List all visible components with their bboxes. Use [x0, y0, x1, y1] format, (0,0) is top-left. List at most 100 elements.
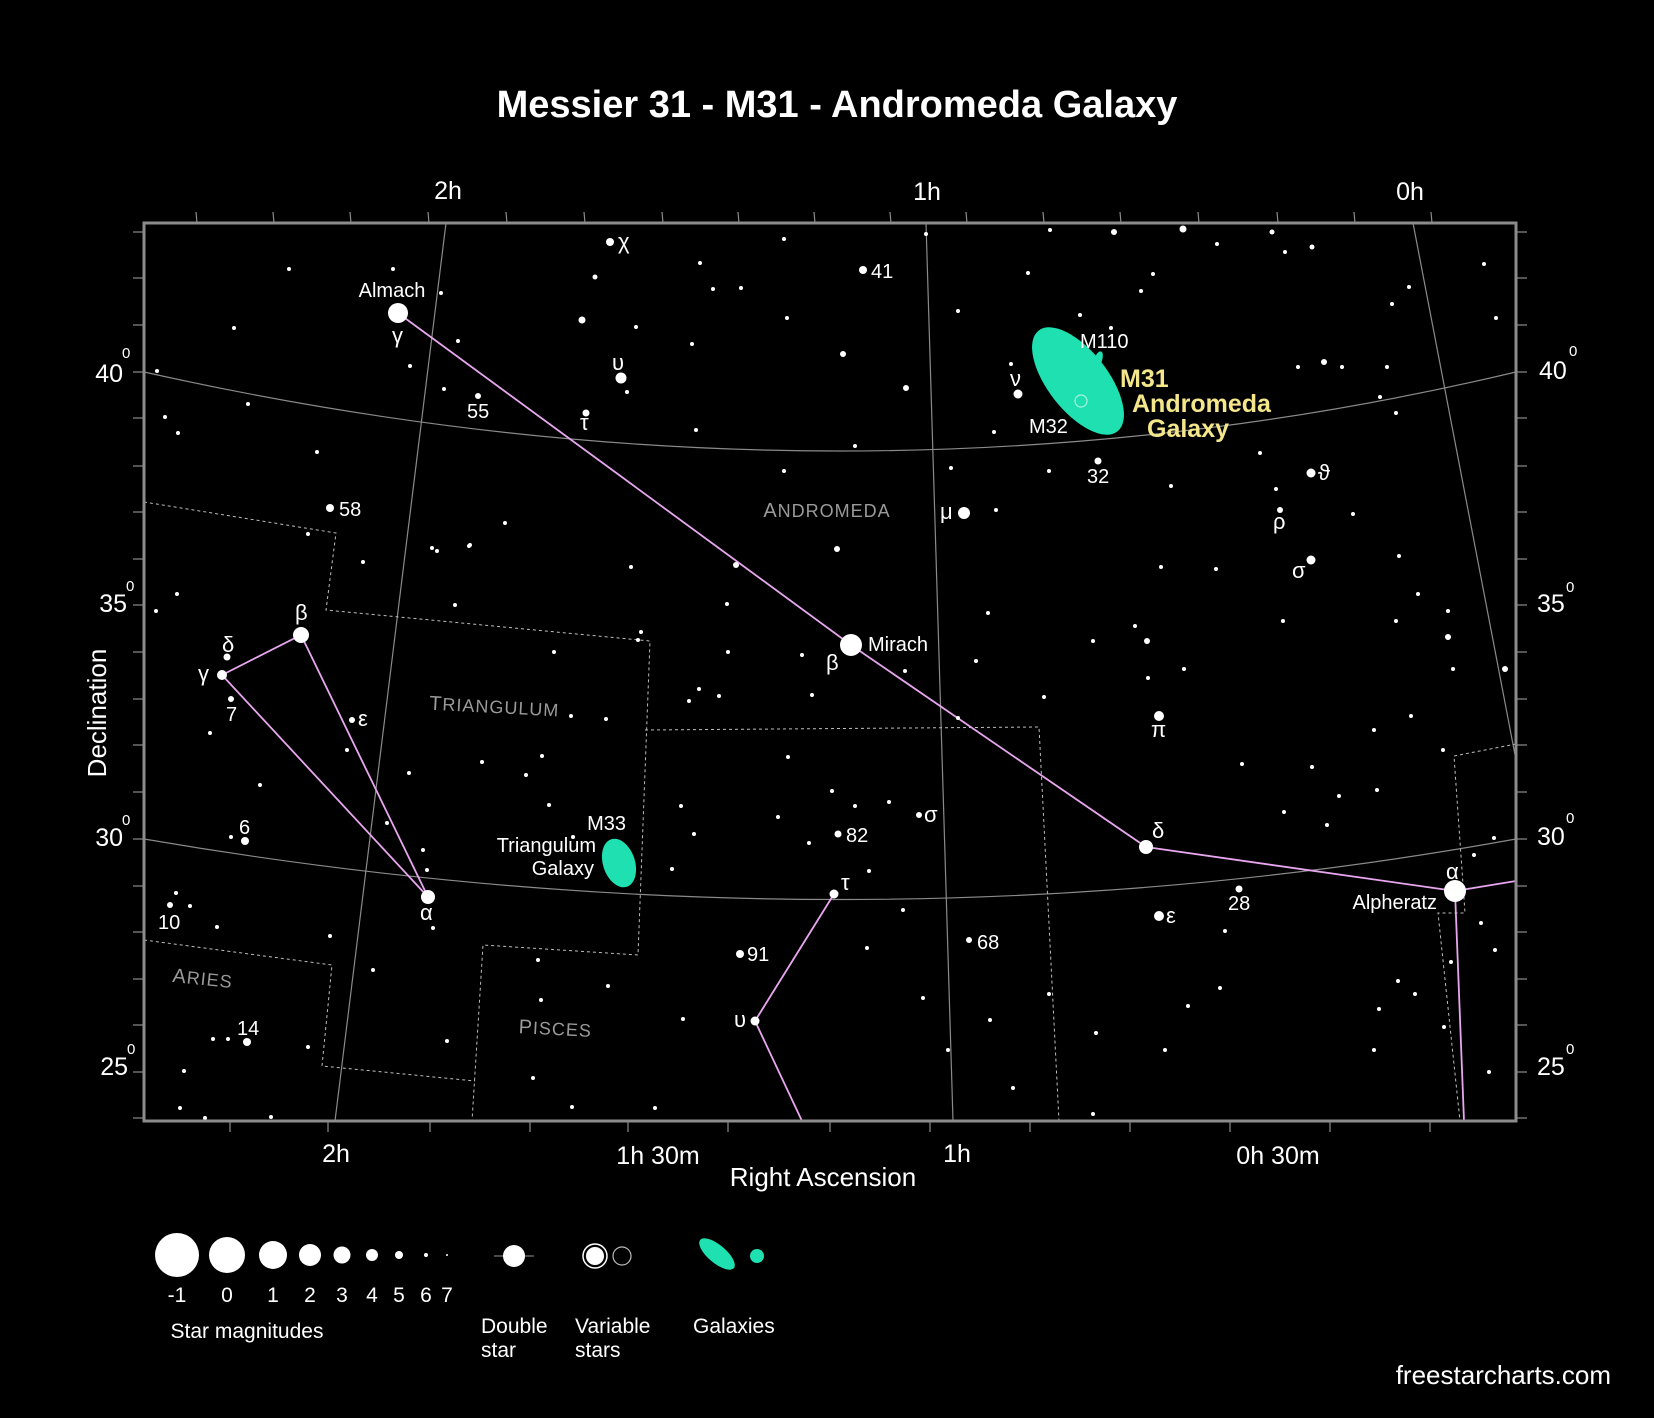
star: [1451, 667, 1455, 671]
dec-line-40: [144, 371, 1516, 452]
top-tick: [813, 211, 816, 224]
cons-andromeda-rest: NDROMEDA: [778, 501, 891, 521]
star: [629, 565, 633, 569]
star-label-28: 28: [1228, 893, 1250, 915]
cons-pisces-initial: P: [518, 1016, 533, 1039]
star: [203, 1116, 207, 1120]
star: [946, 1048, 950, 1052]
cons-pisces-rest: ISCES: [532, 1018, 592, 1041]
star: [215, 925, 219, 929]
star: [1397, 554, 1401, 558]
star: [178, 1106, 182, 1110]
ra-bottom-2h: 2h: [322, 1140, 350, 1168]
star: [1283, 250, 1287, 254]
coordinate-grid: Almach Mirach Alpheratz ANDROMEDA TRIANG…: [144, 223, 1516, 1121]
star-nu-and: [1013, 389, 1023, 399]
star: [371, 968, 375, 972]
label-m31-line3: Galaxy: [1147, 415, 1229, 443]
star: [1169, 484, 1173, 488]
variable-star-max-icon: [584, 1245, 606, 1267]
star: [1091, 1112, 1095, 1116]
star: [1309, 244, 1315, 250]
top-tick: [349, 211, 352, 224]
dec-right-30: 30: [1537, 823, 1565, 851]
star: [571, 835, 575, 839]
star: [391, 267, 395, 271]
star: [1215, 242, 1219, 246]
magnitude-4-label: 4: [366, 1284, 378, 1307]
dec-left-30: 30: [95, 824, 123, 852]
label-m110: M110: [1080, 331, 1129, 353]
star: [1091, 639, 1095, 643]
star: [974, 659, 978, 663]
variable-star-min-icon: [612, 1246, 632, 1266]
star-label-58: 58: [339, 499, 361, 521]
star: [1310, 765, 1314, 769]
dec-line-30: [144, 838, 1516, 901]
star: [988, 1018, 992, 1022]
top-tick: [427, 211, 430, 224]
star: [903, 669, 907, 673]
variable-star-ring-icon: [582, 1243, 608, 1269]
star-epsilon-tri: [349, 717, 355, 723]
legend: -1 0 1 2 3 4 5 6 7 Star magnitudes Double star V…: [155, 1233, 775, 1362]
ra-bottom-labels: 2h 1h 30m 1h 0h 30m: [322, 1140, 1320, 1170]
star: [807, 841, 811, 845]
dec-left-40: 40: [95, 360, 123, 388]
star-label-alpha-and: α: [1446, 859, 1459, 884]
star: [408, 364, 412, 368]
star: [287, 267, 291, 271]
star: [154, 609, 158, 613]
star: [421, 848, 425, 852]
star-gamma-tri: [217, 670, 227, 680]
m32-galaxy-icon: [1074, 394, 1088, 408]
star: [606, 984, 610, 988]
cons-aries-rest: RIES: [186, 967, 234, 992]
star-field: [154, 225, 1508, 1120]
star: [531, 1076, 535, 1080]
star: [456, 339, 460, 343]
double-star-icon: [503, 1245, 525, 1267]
label-almach: Almach: [359, 280, 426, 302]
star: [1407, 285, 1411, 289]
star: [1186, 1004, 1190, 1008]
star: [211, 1037, 215, 1041]
star: [782, 469, 786, 473]
star: [1258, 451, 1262, 455]
star: [949, 466, 953, 470]
magnitude-2-label: 2: [304, 1284, 316, 1307]
ra-bottom-0h30m: 0h 30m: [1236, 1142, 1319, 1170]
star: [163, 415, 167, 419]
star: [1340, 365, 1344, 369]
star: [1445, 634, 1451, 640]
star-28-and: [1235, 885, 1243, 893]
label-m31-line1: M31: [1120, 365, 1169, 393]
dec-left-40-degree: 0: [122, 345, 130, 362]
star-delta-tri: [223, 653, 231, 661]
star-mirach: [840, 634, 862, 656]
star: [1494, 316, 1498, 320]
star-label-10: 10: [158, 912, 180, 934]
star: [258, 783, 262, 787]
star: [1144, 638, 1150, 644]
magnitude-7-icon: [446, 1254, 448, 1256]
star-label-beta-and: β: [826, 650, 839, 675]
top-tick: [1042, 211, 1045, 224]
star: [1337, 794, 1341, 798]
chart-title: Messier 31 - M31 - Andromeda Galaxy: [497, 84, 1178, 126]
star-seven-tri: [228, 696, 234, 702]
star: [1372, 1048, 1376, 1052]
star: [328, 934, 332, 938]
star-chi-and: [606, 238, 614, 246]
star-epsilon-and: [1154, 911, 1164, 921]
star: [1502, 666, 1508, 672]
star: [853, 804, 857, 808]
star: [679, 804, 683, 808]
star: [1493, 948, 1497, 952]
magnitude-6-label: 6: [420, 1284, 432, 1307]
star: [725, 602, 729, 606]
star: [1296, 365, 1300, 369]
top-tick: [1276, 211, 1279, 224]
star: [921, 996, 925, 1000]
